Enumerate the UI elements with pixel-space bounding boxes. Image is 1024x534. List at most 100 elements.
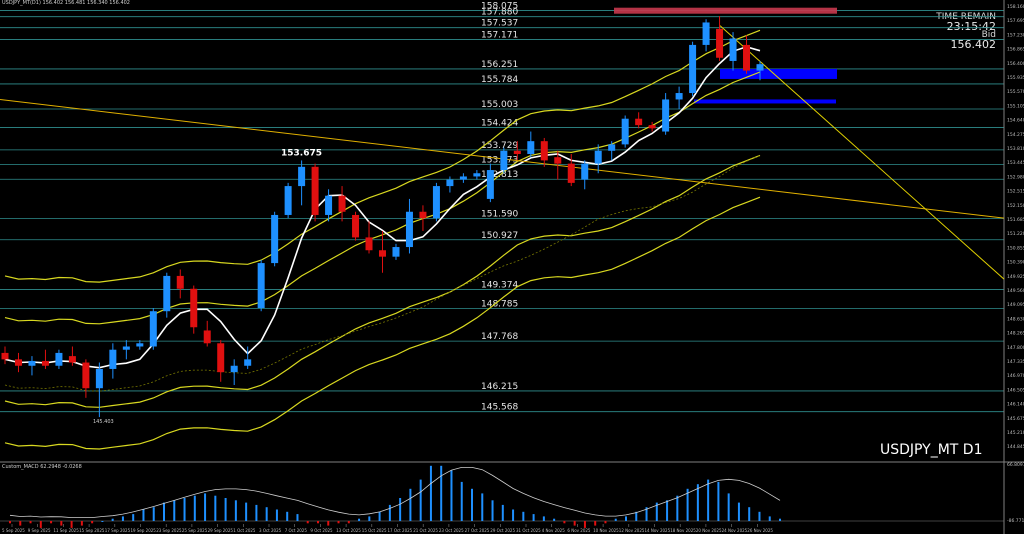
- indicator-histogram-bar: [70, 521, 73, 528]
- candle-body: [446, 179, 454, 187]
- indicator-histogram-bar: [29, 521, 32, 524]
- date-axis-label: 15 Oct 2025: [362, 528, 387, 533]
- demand-zone-1: [720, 68, 837, 79]
- candle-body: [203, 330, 211, 344]
- candle-body: [621, 118, 629, 145]
- indicator-histogram-bar: [501, 504, 504, 521]
- indicator-histogram-bar: [707, 479, 710, 521]
- swing-low-label: 145.403: [93, 419, 114, 425]
- candle-body: [149, 311, 157, 347]
- candle-body: [486, 170, 494, 199]
- candle-body: [662, 99, 670, 132]
- date-axis-label: 1 Oct 2025: [233, 528, 256, 533]
- price-axis-tick: 149.560: [1007, 288, 1024, 294]
- indicator-histogram-bar: [779, 518, 781, 521]
- indicator-histogram-bar: [655, 502, 658, 521]
- candle-body: [743, 44, 751, 71]
- date-axis-label: 25 Sep 2025: [182, 528, 208, 533]
- indicator-histogram-bar: [296, 514, 299, 521]
- price-axis-tick: 154.640: [1007, 118, 1024, 124]
- indicator-histogram-bar: [666, 500, 669, 521]
- indicator-histogram-bar: [286, 511, 289, 521]
- bid-label: Bid: [981, 30, 996, 40]
- indicator-histogram-bar: [645, 507, 648, 521]
- candle-body: [648, 125, 656, 129]
- candle-body: [379, 250, 386, 257]
- candle-body: [55, 352, 63, 366]
- indicator-histogram-bar: [337, 521, 340, 524]
- date-axis-label: 5 Sep 2025: [2, 528, 25, 533]
- bollinger-band-1: [4, 29, 761, 283]
- indicator-histogram-bar: [625, 516, 627, 521]
- candle-body: [109, 349, 117, 369]
- date-axis-label: 31 Oct 2025: [516, 528, 541, 533]
- indicator-histogram-bar: [594, 521, 597, 526]
- candle-body: [567, 163, 575, 183]
- price-axis-tick: 157.695: [1007, 18, 1024, 24]
- price-level-label: 157.537: [481, 19, 518, 29]
- candle-body: [298, 166, 306, 187]
- price-axis-tick: 158.160: [1007, 4, 1024, 10]
- candle-body: [675, 93, 683, 100]
- trend-line-2: [719, 25, 1005, 280]
- price-axis-tick: 156.865: [1007, 47, 1024, 53]
- price-axis-tick: 152.150: [1007, 203, 1024, 209]
- indicator-histogram-bar: [429, 465, 432, 521]
- candle-body: [689, 44, 697, 94]
- bollinger-band-4: [4, 196, 761, 450]
- indicator-histogram-bar: [317, 521, 319, 524]
- candle-body: [14, 359, 22, 366]
- date-axis-label: 15 Sep 2025: [79, 528, 105, 533]
- indicator-histogram-bar: [512, 509, 515, 521]
- candle-body: [68, 356, 76, 363]
- indicator-histogram-bar: [388, 504, 391, 521]
- date-axis-label: 27 Oct 2025: [465, 528, 490, 533]
- price-level-label: 150.927: [481, 231, 518, 241]
- candle-body: [635, 118, 643, 126]
- price-level-label: 158.075: [481, 1, 518, 11]
- indicator-histogram-bar: [696, 484, 699, 521]
- candle-body: [608, 144, 616, 151]
- indicator-histogram-bar: [409, 488, 412, 521]
- candle-body: [594, 150, 602, 164]
- bid-value: 156.402: [950, 38, 997, 51]
- candle-body: [82, 362, 90, 389]
- indicator-histogram-bar: [419, 479, 422, 521]
- price-level-label: 157.171: [481, 30, 518, 40]
- candle-body: [176, 275, 184, 289]
- price-axis-tick: 148.265: [1007, 331, 1024, 337]
- indicator-histogram-bar: [265, 507, 268, 521]
- indicator-axis-max: 66.8097: [1007, 462, 1024, 468]
- candle-body: [432, 186, 440, 219]
- indicator-histogram-bar: [748, 507, 751, 521]
- candle-body: [28, 360, 36, 366]
- candle-body: [473, 173, 481, 177]
- indicator-histogram-bar: [532, 514, 535, 521]
- bollinger-band-2: [4, 71, 761, 325]
- indicator-histogram-bar: [450, 470, 453, 521]
- indicator-histogram-bar: [522, 511, 525, 521]
- date-axis-label: 11 Sep 2025: [53, 528, 79, 533]
- price-axis-tick: 157.230: [1007, 32, 1024, 38]
- price-axis-tick: 154.275: [1007, 132, 1024, 138]
- date-axis-label: 29 Sep 2025: [208, 528, 234, 533]
- indicator-histogram-bar: [347, 521, 350, 524]
- candle-body: [716, 28, 724, 58]
- indicator-histogram-bar: [368, 516, 371, 521]
- price-axis-tick: 155.935: [1007, 75, 1024, 81]
- date-axis-label: 19 Sep 2025: [131, 528, 157, 533]
- date-axis-label: 3 Oct 2025: [259, 528, 282, 533]
- candle-body: [500, 150, 508, 171]
- price-level-label: 147.768: [481, 332, 518, 342]
- candle-body: [163, 275, 171, 312]
- indicator-histogram-bar: [91, 521, 94, 524]
- price-axis-tick: 153.445: [1007, 160, 1024, 166]
- candle-body: [527, 141, 535, 154]
- indicator-histogram-bar: [80, 521, 83, 526]
- indicator-histogram-bar: [378, 511, 381, 521]
- price-axis-tick: 152.980: [1007, 174, 1024, 180]
- candle-body: [284, 186, 292, 215]
- candle-body: [230, 365, 238, 373]
- candle-body: [325, 195, 333, 215]
